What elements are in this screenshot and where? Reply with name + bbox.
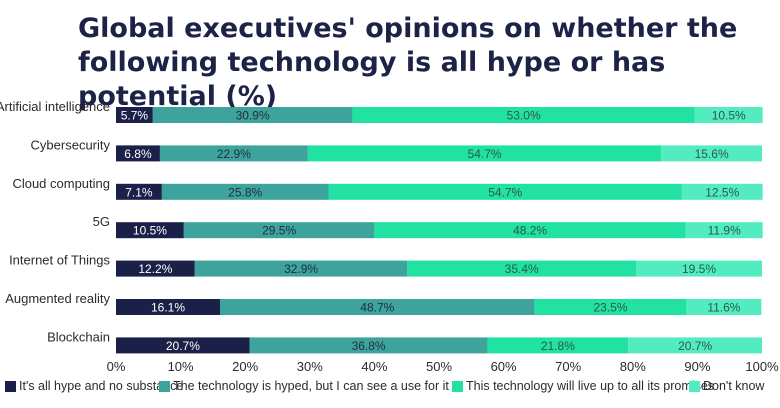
bar-segment [152, 107, 353, 123]
bar-segment [307, 145, 662, 162]
bar-segment [694, 107, 763, 123]
category-label: Artificial intelligence [0, 99, 110, 114]
data-label: 11.6% [707, 301, 740, 315]
x-tick-label: 70% [555, 359, 581, 374]
x-tick-label: 100% [745, 359, 779, 374]
legend-item: It's all hype and no substance [5, 379, 183, 393]
bar-segment [116, 337, 250, 354]
bar-segment [116, 107, 153, 123]
data-label: 5.7% [121, 109, 149, 123]
data-label: 19.5% [682, 262, 716, 276]
data-label: 16.1% [151, 301, 185, 315]
legend-swatch [5, 380, 16, 392]
bar-segment [116, 145, 160, 162]
category-label: Augmented reality [5, 291, 110, 306]
data-label: 48.2% [513, 224, 547, 238]
data-label: 54.7% [488, 185, 522, 199]
bar-segment [681, 183, 763, 200]
category-label: Cybersecurity [31, 137, 111, 152]
data-label: 48.7% [360, 301, 394, 315]
data-label: 29.5% [262, 224, 296, 238]
legend-label: This technology will live up to all its … [466, 379, 715, 393]
bar-segment [116, 183, 162, 200]
data-label: 12.2% [138, 262, 172, 276]
legend-label: The technology is hyped, but I can see a… [173, 379, 449, 393]
category-label: 5G [93, 214, 110, 229]
data-label: 6.8% [124, 147, 152, 161]
bar-segment [220, 299, 535, 315]
bar-segment [686, 299, 762, 315]
bar-segment [116, 299, 221, 315]
bar-segment [159, 145, 308, 162]
bar-segment [628, 337, 762, 354]
bar-segment [636, 260, 762, 277]
legend-item: The technology is hyped, but I can see a… [159, 379, 449, 393]
x-tick-label: 0% [107, 359, 126, 374]
category-label: Blockchain [47, 329, 110, 344]
bar-segment [116, 222, 184, 239]
x-tick-label: 10% [168, 359, 194, 374]
bar-segment [487, 337, 629, 354]
data-label: 21.8% [541, 339, 575, 353]
bar-segment [183, 222, 375, 239]
x-tick-label: 60% [491, 359, 517, 374]
data-label: 23.5% [593, 301, 627, 315]
bar-segment [685, 222, 763, 239]
data-label: 32.9% [284, 262, 318, 276]
chart-title: Global executives' opinions on whether t… [78, 13, 738, 112]
data-label: 10.5% [712, 109, 746, 123]
data-label: 35.4% [505, 262, 539, 276]
bar-segment [534, 299, 687, 315]
data-label: 22.9% [217, 147, 251, 161]
legend-label: It's all hype and no substance [19, 379, 184, 393]
data-label: 7.1% [125, 185, 153, 199]
bar-segment [194, 260, 408, 277]
data-label: 20.7% [166, 339, 200, 353]
x-tick-label: 30% [297, 359, 323, 374]
data-label: 30.9% [236, 109, 270, 123]
category-label: Internet of Things [9, 253, 110, 268]
legend-item: Don't know [689, 379, 764, 393]
data-label: 36.8% [352, 339, 386, 353]
x-tick-label: 90% [684, 359, 710, 374]
bar-segment [661, 145, 762, 162]
legend-swatch [452, 380, 463, 392]
x-tick-label: 20% [232, 359, 258, 374]
data-label: 10.5% [133, 224, 167, 238]
data-label: 54.7% [468, 147, 502, 161]
x-tick-label: 50% [426, 359, 452, 374]
data-label: 15.6% [695, 147, 729, 161]
data-label: 12.5% [705, 185, 739, 199]
bar-segment [328, 183, 682, 200]
data-label: 11.9% [708, 224, 741, 238]
bar-segment [161, 183, 329, 200]
chart-legend: It's all hype and no substance The techno… [0, 379, 780, 399]
x-tick-label: 40% [361, 359, 387, 374]
bar-segment [352, 107, 695, 123]
data-label: 25.8% [228, 185, 262, 199]
data-label: 53.0% [507, 109, 541, 123]
legend-label: Don't know [703, 379, 765, 393]
legend-item: This technology will live up to all its … [452, 379, 714, 393]
legend-swatch [159, 380, 170, 392]
bar-segment [249, 337, 488, 354]
legend-swatch [689, 380, 700, 392]
category-label: Cloud computing [12, 176, 110, 191]
bar-segment [407, 260, 637, 277]
bar-segment [374, 222, 686, 239]
bar-segment [116, 260, 195, 277]
x-tick-label: 80% [620, 359, 646, 374]
data-label: 20.7% [678, 339, 712, 353]
